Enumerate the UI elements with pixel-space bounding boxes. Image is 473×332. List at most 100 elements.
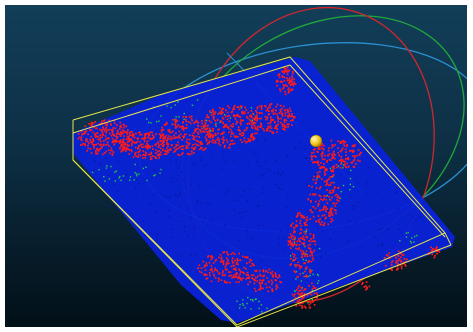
vegetation-point bbox=[271, 288, 273, 290]
vegetation-point bbox=[101, 130, 103, 132]
vegetation-point bbox=[323, 154, 326, 157]
vegetation-point bbox=[201, 128, 203, 130]
vegetation-point bbox=[200, 271, 203, 274]
transition-point bbox=[261, 311, 263, 313]
vegetation-point bbox=[332, 189, 335, 192]
vegetation-point bbox=[113, 139, 116, 141]
vegetation-point bbox=[308, 303, 311, 306]
vegetation-point bbox=[303, 292, 306, 295]
vegetation-point bbox=[251, 123, 253, 126]
vegetation-point bbox=[231, 125, 233, 128]
vegetation-point bbox=[300, 296, 303, 298]
vegetation-point bbox=[163, 144, 165, 146]
3d-viewport[interactable] bbox=[5, 5, 467, 327]
vegetation-point bbox=[224, 274, 226, 276]
vegetation-point bbox=[84, 143, 86, 145]
ground-point bbox=[343, 156, 345, 158]
vegetation-point bbox=[336, 166, 338, 169]
vegetation-point bbox=[284, 93, 287, 96]
ground-point bbox=[143, 194, 145, 196]
vegetation-point bbox=[165, 121, 168, 124]
point-cloud-scene[interactable] bbox=[5, 5, 467, 327]
transition-point bbox=[312, 273, 314, 276]
ground-point bbox=[280, 174, 282, 176]
vegetation-point bbox=[235, 263, 238, 265]
vegetation-point bbox=[317, 151, 319, 153]
vegetation-point bbox=[188, 115, 191, 118]
vegetation-point bbox=[212, 118, 215, 120]
vegetation-point bbox=[295, 257, 297, 260]
vegetation-point bbox=[221, 133, 224, 135]
vegetation-point bbox=[162, 133, 164, 135]
vegetation-point bbox=[247, 140, 250, 142]
vegetation-point bbox=[358, 154, 361, 157]
ground-point bbox=[124, 209, 126, 211]
vegetation-point bbox=[306, 216, 308, 219]
vegetation-point bbox=[286, 69, 289, 72]
vegetation-point bbox=[301, 306, 304, 308]
vegetation-point bbox=[238, 115, 241, 118]
pivot-point-icon[interactable] bbox=[309, 134, 323, 148]
vegetation-point bbox=[185, 119, 187, 121]
ground-point bbox=[199, 215, 201, 217]
vegetation-point bbox=[185, 124, 188, 126]
vegetation-point bbox=[214, 124, 217, 126]
vegetation-point bbox=[196, 140, 198, 142]
vegetation-point bbox=[281, 75, 284, 77]
vegetation-point bbox=[402, 253, 405, 256]
vegetation-point bbox=[256, 119, 258, 122]
transition-point bbox=[238, 307, 241, 309]
vegetation-point bbox=[169, 131, 171, 133]
ground-point bbox=[153, 168, 155, 170]
ground-point bbox=[397, 208, 399, 210]
ground-point bbox=[175, 193, 177, 195]
vegetation-point bbox=[135, 151, 137, 154]
vegetation-point bbox=[301, 237, 304, 240]
vegetation-point bbox=[286, 85, 288, 87]
transition-point bbox=[317, 274, 319, 277]
vegetation-point bbox=[80, 138, 82, 140]
vegetation-point bbox=[352, 144, 355, 147]
vegetation-point bbox=[91, 141, 93, 144]
vegetation-point bbox=[132, 133, 134, 135]
vegetation-point bbox=[398, 258, 400, 261]
vegetation-point bbox=[284, 114, 287, 117]
vegetation-point bbox=[291, 119, 294, 122]
vegetation-point bbox=[330, 208, 332, 211]
vegetation-point bbox=[302, 296, 305, 299]
vegetation-point bbox=[123, 146, 125, 148]
vegetation-point bbox=[330, 217, 333, 220]
vegetation-point bbox=[277, 123, 279, 126]
vegetation-point bbox=[222, 136, 225, 138]
vegetation-point bbox=[113, 120, 116, 122]
vegetation-point bbox=[123, 130, 126, 132]
ground-point bbox=[365, 192, 367, 194]
ground-point bbox=[378, 229, 380, 231]
vegetation-point bbox=[196, 131, 199, 134]
vegetation-point bbox=[259, 286, 262, 289]
vegetation-point bbox=[302, 289, 305, 292]
vegetation-point bbox=[208, 132, 211, 135]
ground-point bbox=[258, 205, 260, 208]
ground-point bbox=[143, 178, 145, 180]
vegetation-point bbox=[271, 270, 274, 273]
vegetation-point bbox=[332, 152, 335, 155]
vegetation-point bbox=[125, 146, 128, 149]
vegetation-point bbox=[238, 108, 241, 111]
ground-point bbox=[116, 191, 118, 193]
vegetation-point bbox=[130, 150, 133, 153]
transition-point bbox=[255, 298, 257, 300]
vegetation-point bbox=[240, 278, 242, 281]
vegetation-point bbox=[267, 125, 270, 128]
vegetation-point bbox=[198, 264, 201, 267]
vegetation-point bbox=[303, 245, 306, 247]
vegetation-point bbox=[108, 119, 110, 122]
vegetation-point bbox=[230, 128, 232, 131]
vegetation-point bbox=[320, 178, 323, 180]
vegetation-point bbox=[388, 257, 391, 259]
vegetation-point bbox=[175, 145, 177, 148]
vegetation-point bbox=[384, 264, 387, 267]
vegetation-point bbox=[347, 158, 350, 161]
ground-point bbox=[256, 161, 258, 163]
vegetation-point bbox=[347, 166, 350, 168]
